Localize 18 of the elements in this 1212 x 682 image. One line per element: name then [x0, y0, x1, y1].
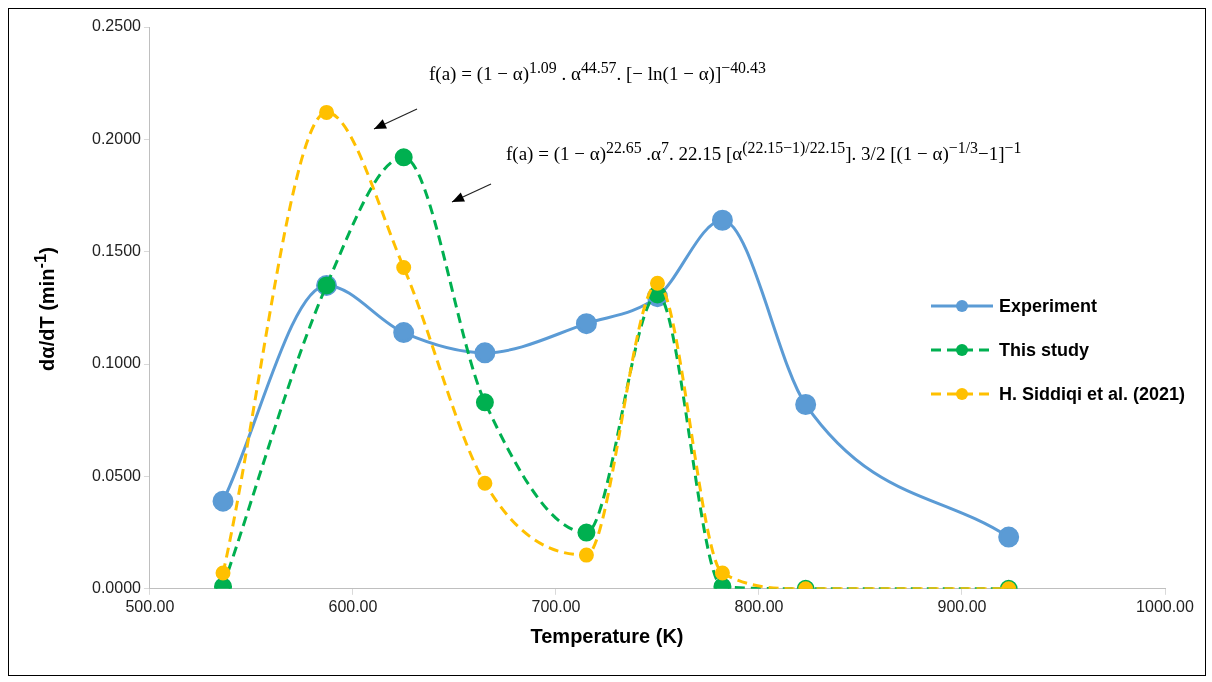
legend-label: Experiment	[998, 295, 1097, 317]
x-tick-label: 900.00	[937, 597, 987, 615]
y-tick-label: 0.1500	[92, 242, 142, 260]
y-tick-label: 0.2000	[92, 129, 142, 147]
legend-label: This study	[998, 339, 1089, 361]
text: f(a) = (1 − α)$^{22.65}$ .α$^{7}$. 22.15 [α$^{(22.15−1)/22.15}$]. 3/2 [(1 − α)$^{−1/3}$−1]$^{−1}$	[506, 139, 1022, 165]
y-tick-label: 0.2500	[92, 17, 142, 35]
y-tick-label: 0.1000	[92, 354, 142, 372]
x-tick-label: 500.00	[125, 597, 175, 615]
x-tick-label: 700.00	[531, 597, 581, 615]
y-tick-label: 0.0500	[92, 466, 142, 484]
legend-label: H. Siddiqi et al. (2021)	[998, 383, 1185, 405]
y-tick-label: 0.0000	[92, 579, 142, 597]
x-tick-label: 1000.00	[1136, 597, 1195, 615]
x-tick-label: 800.00	[734, 597, 784, 615]
annotation: f(a) = (1 − α)$^{1.09}$ . α$^{44.57}$. [− ln(1 − α)]$^{−40.43}$	[429, 59, 766, 86]
x-axis-title: Temperature (K)	[529, 625, 685, 648]
x-tick-label: 600.00	[328, 597, 378, 615]
